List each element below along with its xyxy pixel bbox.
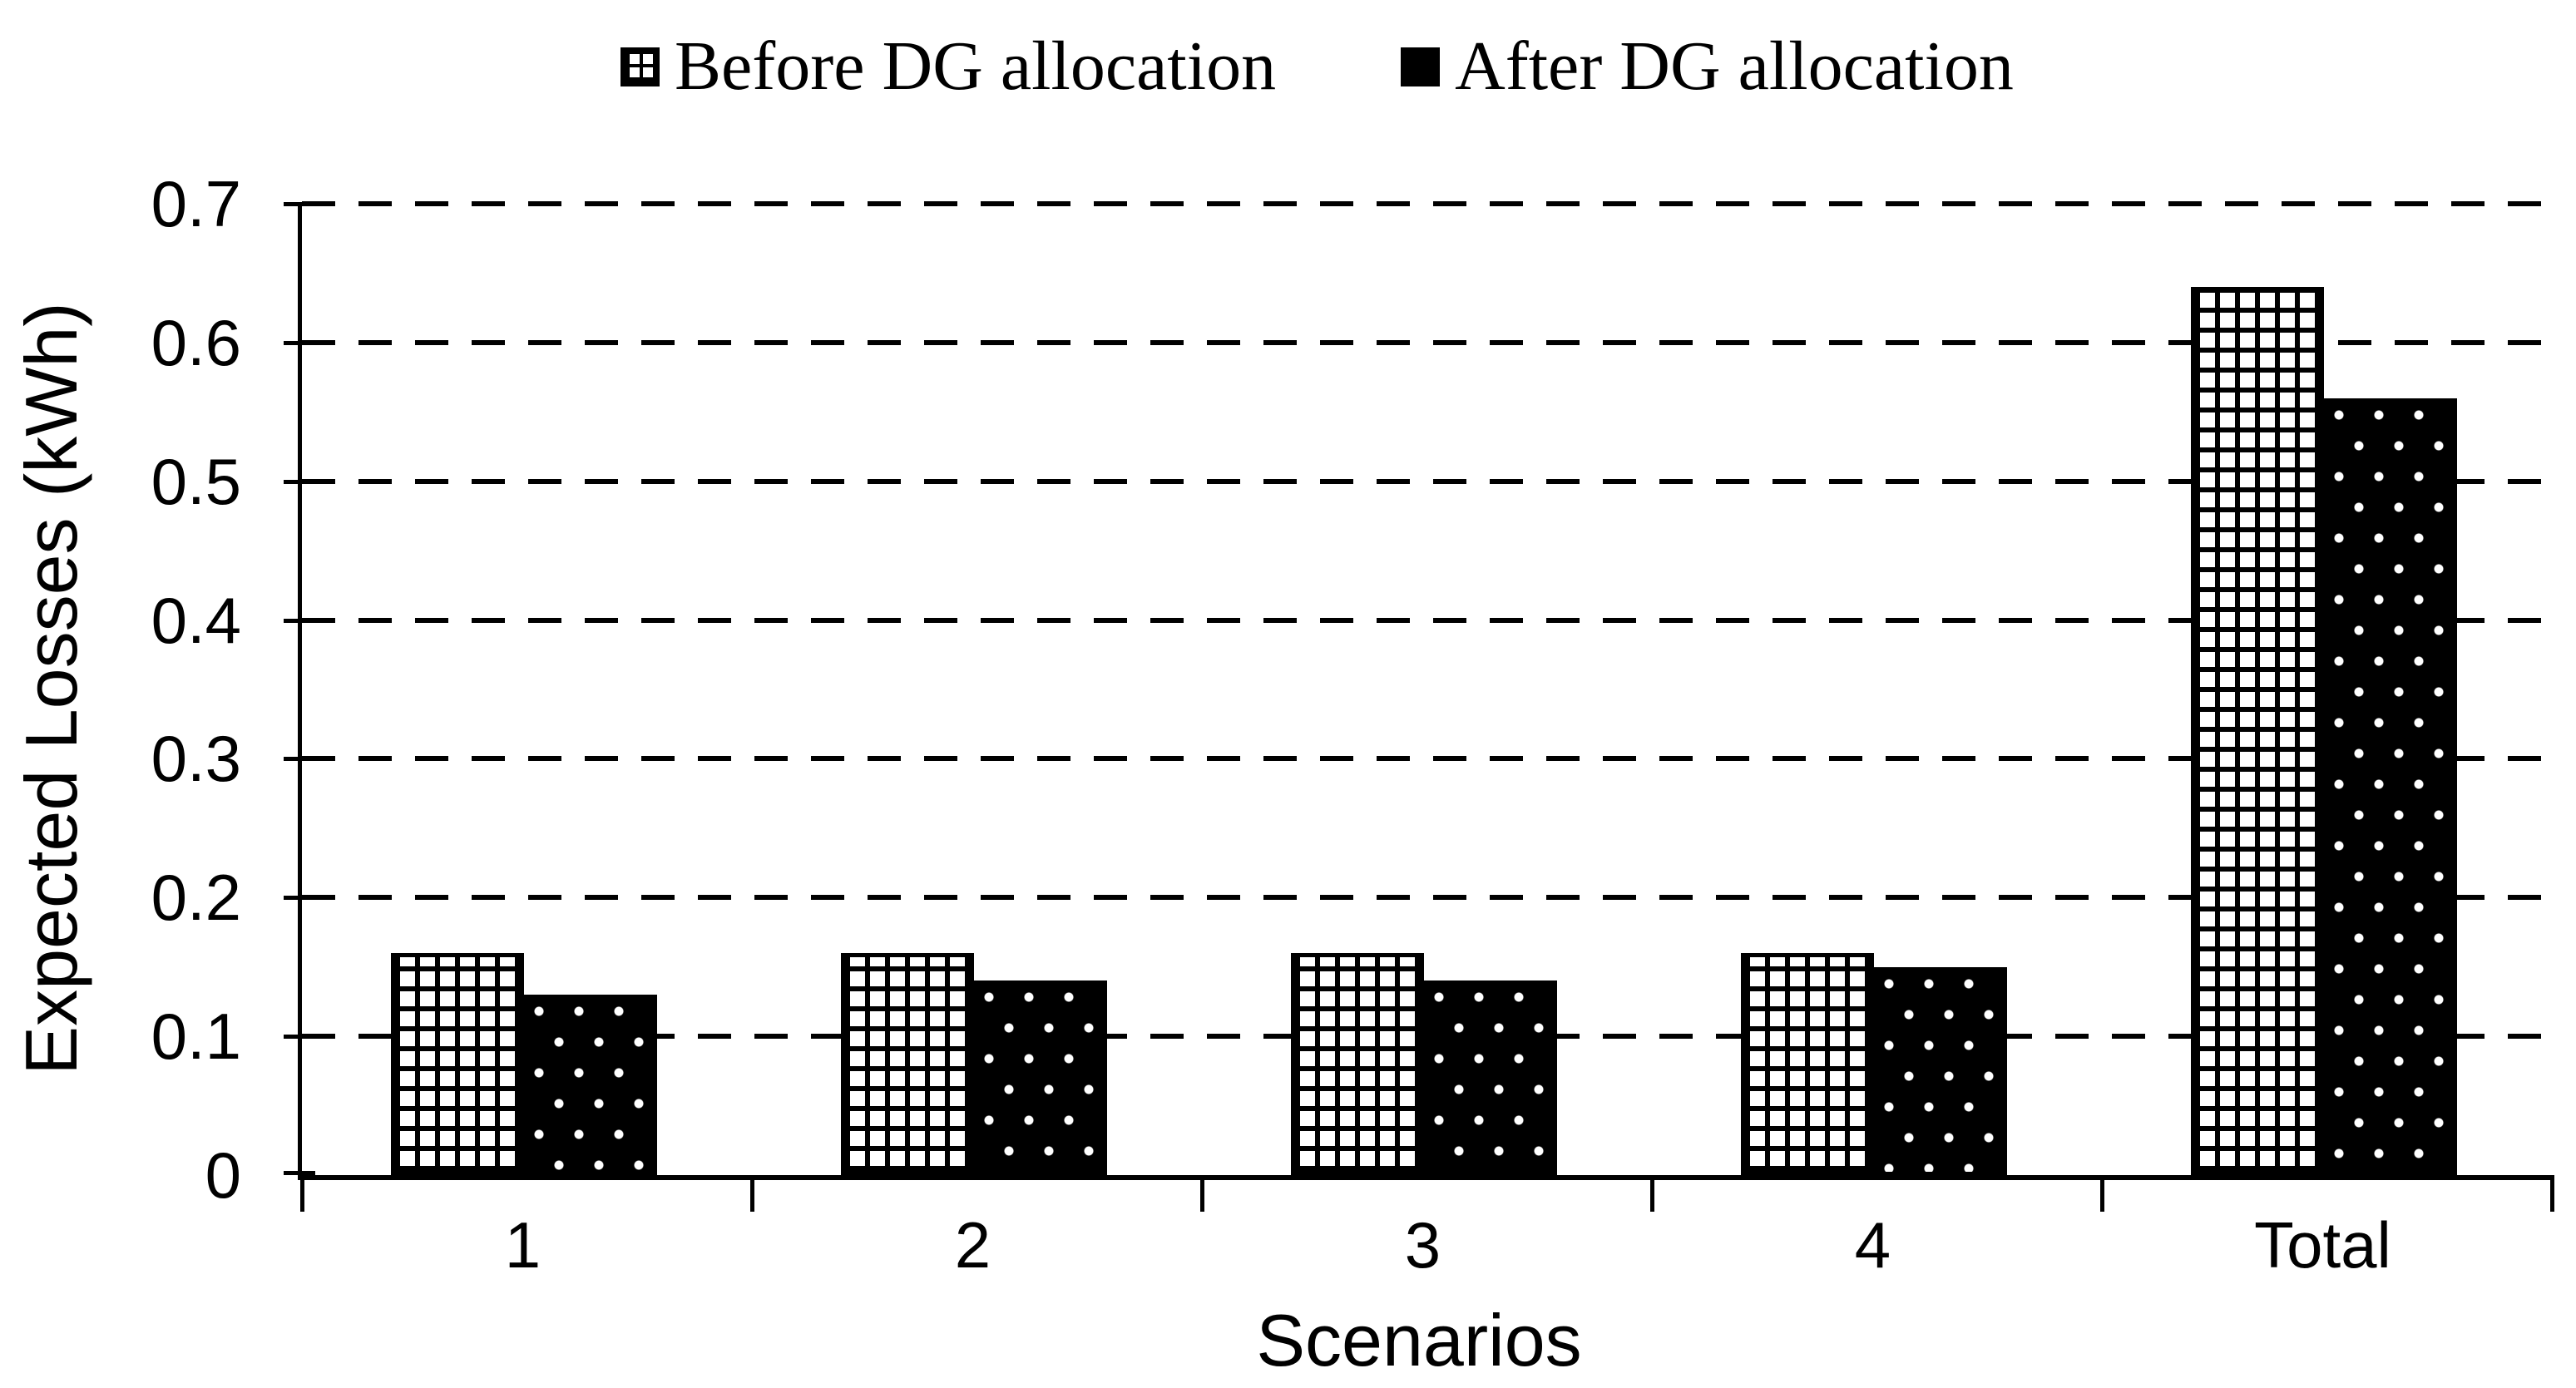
bar-after-3 <box>1424 980 1557 1175</box>
y-axis-title: Expected Losses (kWh) <box>10 302 92 1075</box>
x-category-label-2: 2 <box>954 1208 991 1282</box>
y-axis-tick <box>284 1171 315 1175</box>
y-tick-label: 0.3 <box>151 722 241 796</box>
x-axis-tick <box>1199 1175 1204 1212</box>
plot-area <box>284 201 2554 1212</box>
y-axis-tick <box>284 340 315 345</box>
x-axis-title: Scenarios <box>1256 1299 1582 1381</box>
y-axis-tick <box>284 1035 315 1040</box>
y-tick-label: 0.4 <box>151 583 241 657</box>
x-axis-tick <box>2099 1175 2104 1212</box>
legend-label-after: After DG allocation <box>1455 27 2014 105</box>
gridline-0.5 <box>302 478 2552 484</box>
y-tick-label: 0 <box>205 1139 241 1212</box>
gridline-0.4 <box>302 617 2552 623</box>
bar-after-Total <box>2324 398 2457 1175</box>
x-axis-tick <box>2549 1175 2554 1212</box>
legend-label-before: Before DG allocation <box>675 27 1277 105</box>
x-category-label-4: 4 <box>1854 1208 1891 1282</box>
gridline-0.6 <box>302 339 2552 345</box>
bar-after-1 <box>524 995 657 1175</box>
x-category-label-Total: Total <box>2254 1208 2391 1282</box>
y-axis-tick <box>284 202 315 206</box>
x-axis-tick <box>749 1175 754 1212</box>
y-tick-label: 0.6 <box>151 305 241 379</box>
x-category-label-1: 1 <box>504 1208 541 1282</box>
x-axis-tick <box>299 1175 304 1212</box>
x-category-label-3: 3 <box>1404 1208 1441 1282</box>
y-tick-label: 0.5 <box>151 444 241 518</box>
crosshatch-swatch-icon <box>621 47 660 86</box>
legend-item-after: After DG allocation <box>1401 27 2014 105</box>
bar-before-Total <box>2191 287 2324 1175</box>
bar-after-4 <box>1874 966 2007 1175</box>
y-axis-tick <box>284 479 315 484</box>
y-axis-tick <box>284 757 315 762</box>
bar-before-2 <box>841 953 974 1175</box>
y-tick-label: 0.1 <box>151 1000 241 1074</box>
gridline-0.2 <box>302 895 2552 901</box>
gridline-0.3 <box>302 756 2552 762</box>
bar-before-1 <box>391 953 524 1175</box>
bar-after-2 <box>974 980 1107 1175</box>
y-axis-tick <box>284 896 315 901</box>
y-axis-tick <box>284 618 315 623</box>
y-tick-label: 0.2 <box>151 861 241 935</box>
gridline-0.7 <box>302 201 2552 206</box>
x-axis-tick <box>1649 1175 1654 1212</box>
bar-before-4 <box>1741 953 1874 1175</box>
bar-before-3 <box>1291 953 1424 1175</box>
legend-item-before: Before DG allocation <box>621 27 1277 105</box>
solid-black-swatch-icon <box>1401 47 1441 86</box>
y-tick-label: 0.7 <box>151 167 241 240</box>
chart-legend: Before DG allocation After DG allocation <box>621 27 2014 105</box>
